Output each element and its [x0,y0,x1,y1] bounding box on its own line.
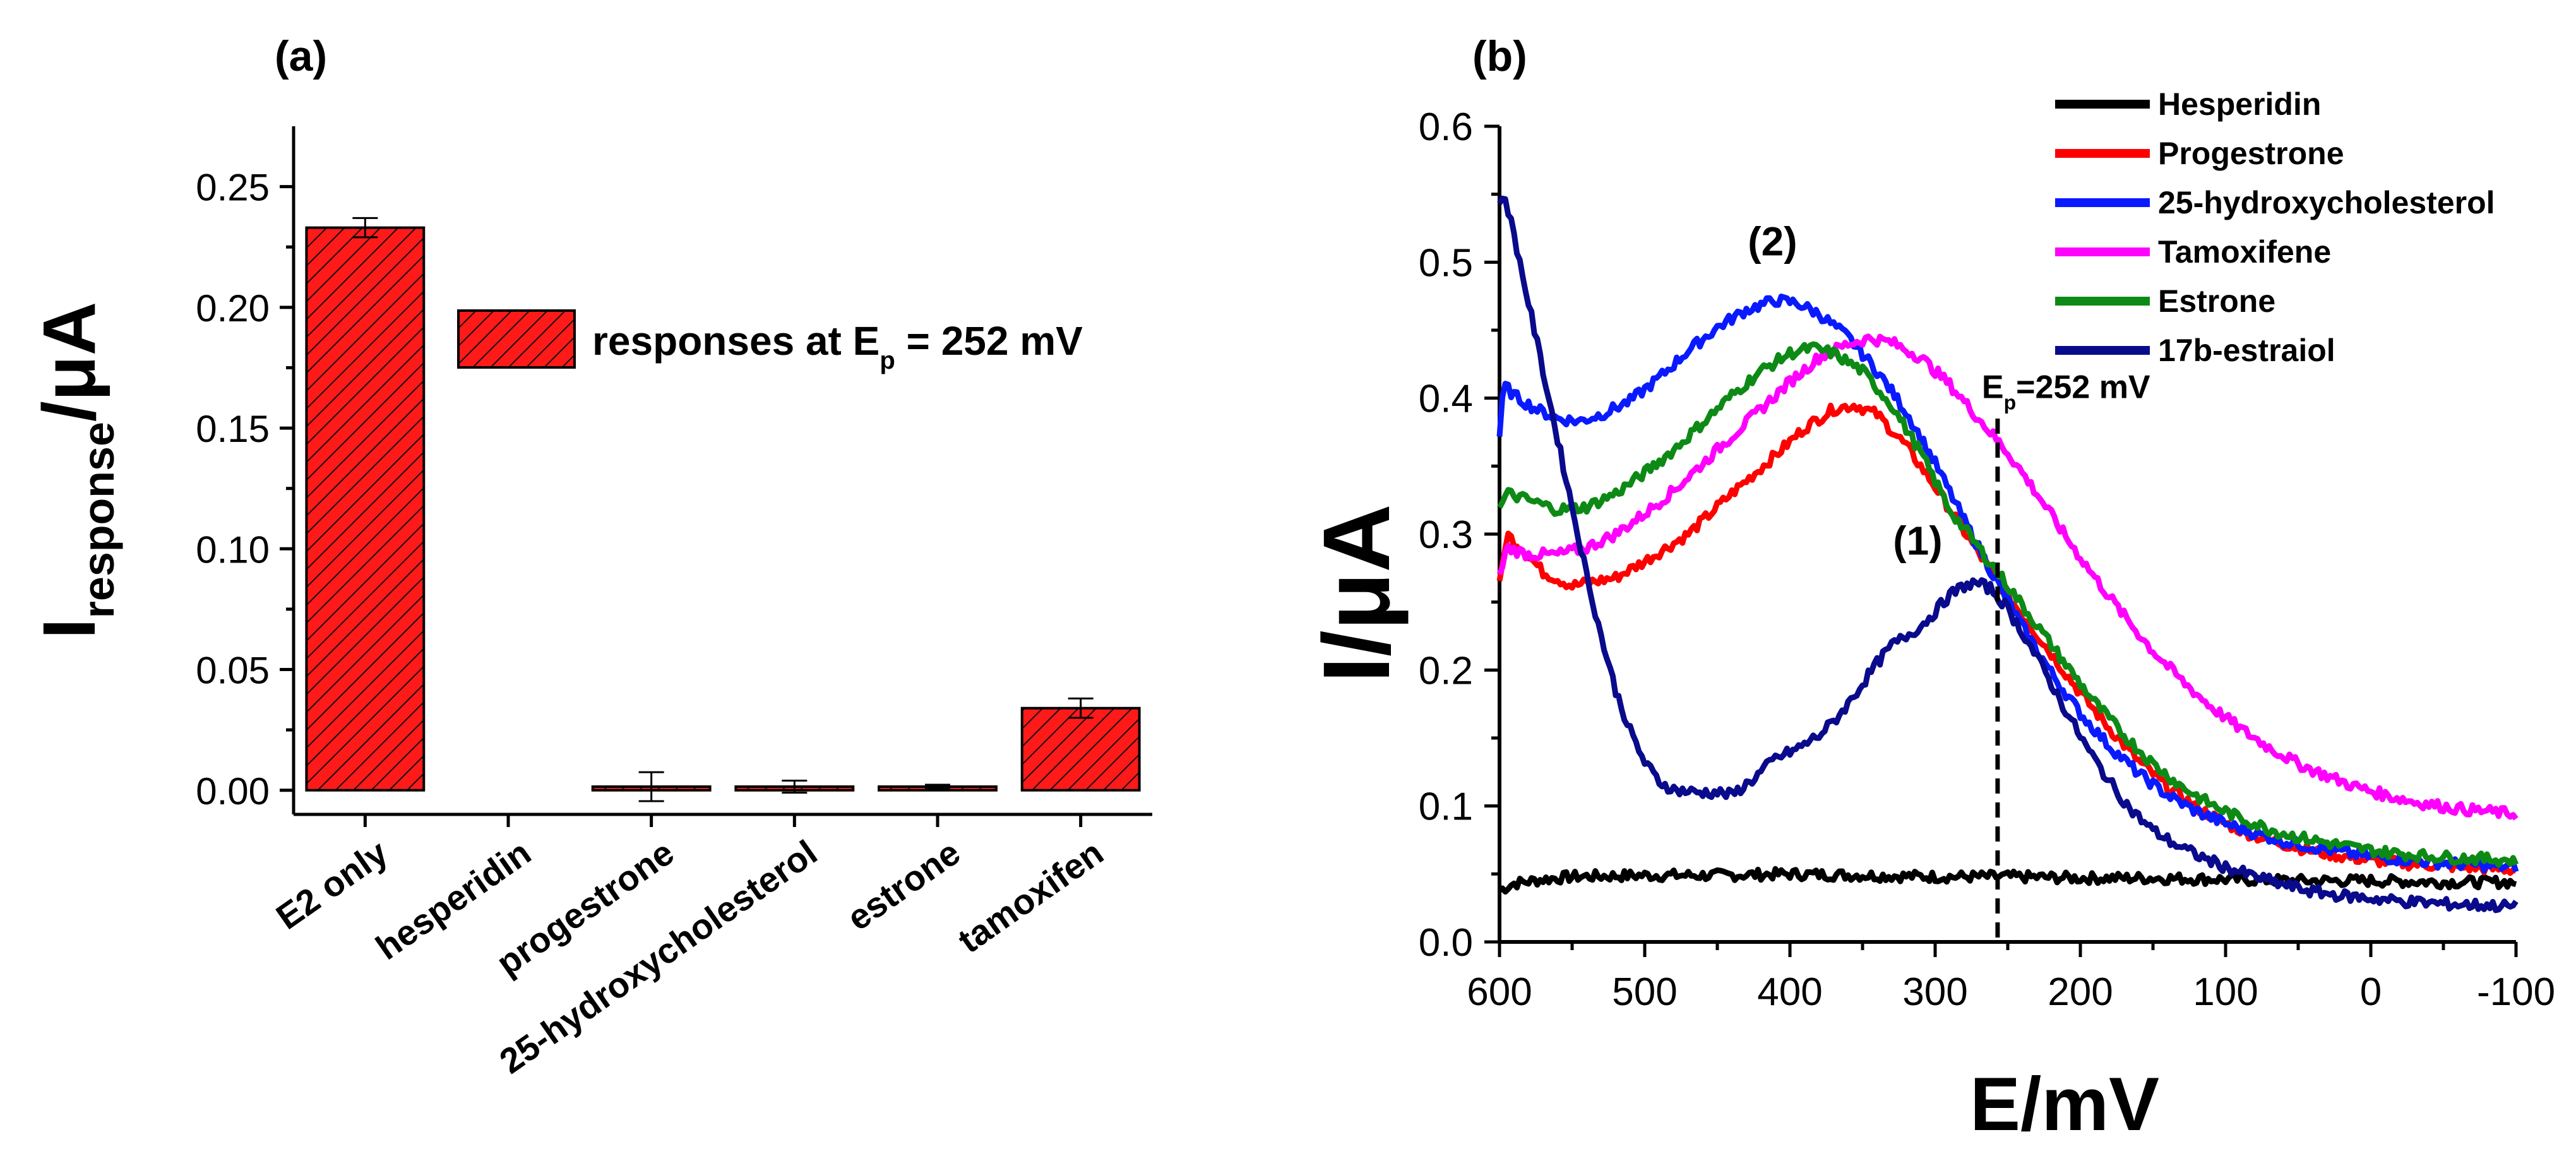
panel-b-x-tick-label: -100 [2477,970,2555,1014]
panel-b-legend-label: Tamoxifene [2158,234,2331,270]
panel-a-category-label: tamoxifen [951,832,1111,960]
panel-b-x-tick-label: 600 [1467,970,1532,1014]
panel-a-y-tick-label: 0.10 [196,528,270,571]
panel-a-axes [292,126,1152,816]
panel-b-annotations: Ep=252 mV (1) (2) [1748,219,2150,945]
panel-b-x-axis-label: E/mV [1970,1062,2159,1146]
panel-a-y-tick-label: 0.05 [196,650,270,692]
panel-a-legend-swatch [457,309,576,369]
panel-b-legend-label: Hesperidin [2158,86,2321,122]
panel-b-x-tick-label: 100 [2193,970,2258,1014]
panel-b-legend: Hesperidin Progestrone 25-hydroxycholester… [2055,86,2495,368]
panel-b-ep-label: Ep=252 mV [1982,369,2150,414]
panel-b-label: (b) [1472,32,1527,80]
panel-a-y-axis-title-unit: /μA [28,302,111,422]
panel-b-x-tick-label: 300 [1902,970,1967,1014]
panel-b-x-tick-label: 0 [2360,970,2382,1014]
panel-a-legend-text: responses at Ep = 252 mV [592,318,1083,374]
panel-a-bar [305,226,426,792]
panel-a-y-axis-label: Iresponse/μA [28,302,123,639]
panel-b-y-axis-label: I/μA [1303,504,1409,682]
panel-a-bars [305,217,1141,827]
panel-b-series-line [1496,333,2519,821]
panel-b-y-tick-label: 0.0 [1419,921,1473,965]
panel-a-y-tick-label: 0.00 [196,770,270,813]
panel-a-y-tick-label: 0.25 [196,167,270,209]
panel-a-category-label: estrone [840,832,967,938]
panel-b-legend-label: Estrone [2158,283,2275,319]
panel-b-series-lines [1496,195,2519,914]
panel-b-series-line [1497,195,2519,914]
panel-a-label: (a) [275,32,327,80]
panel-a-ticks: 0.00 0.05 0.10 0.15 0.20 0.25 [196,167,294,813]
panel-b-y-tick-label: 0.3 [1419,513,1473,557]
panel-b-axes: 0.0 0.1 0.2 0.3 0.4 0.5 0.6 600 500 400 300 200 100 0… [1419,105,2555,1014]
panel-b-legend-label: Progestrone [2158,136,2344,171]
panel-b-series-line [1496,294,2519,874]
panel-a-bar [1020,706,1141,792]
panel-a-category-label: E2 only [269,832,395,937]
panel-b-legend-label: 25-hydroxycholesterol [2158,185,2495,220]
panel-b-ep-label-sub: p [2004,391,2017,414]
panel-a-category-labels: E2 onlyhesperidinprogestrone25-hydroxych… [269,832,1111,1081]
panel-b-x-tick-label: 400 [1757,970,1822,1014]
panel-b-y-tick-label: 0.4 [1419,378,1473,421]
panel-a-y-axis-title: Iresponse/μA [28,302,123,639]
panel-b-series-line [1496,402,2517,876]
panel-a-y-tick-label: 0.15 [196,408,270,450]
panel-b-legend-label: 17b-estraiol [2158,333,2335,368]
panel-b-y-tick-label: 0.6 [1419,105,1473,149]
panel-b-peak-1-label: (1) [1893,518,1942,563]
panel-b-x-tick-label: 200 [2048,970,2113,1014]
panel-b-y-tick-label: 0.5 [1419,241,1473,285]
panel-b-ep-label-tail: =252 mV [2016,369,2150,406]
panel-b-y-tick-label: 0.1 [1419,785,1473,829]
panel-a-y-axis-title-main: I [28,618,111,639]
panel-b-x-tick-label: 500 [1612,970,1677,1014]
panel-b-line-chart: (b) I/μA E/mV 0.0 0.1 0.2 0.3 0.4 0.5 0.6 600 50… [1303,32,2555,1146]
panel-b-series-line [1497,341,2519,868]
panel-a-legend: responses at Ep = 252 mV [457,309,1083,374]
panel-b-peak-2-label: (2) [1748,219,1797,265]
panel-a-bar-chart: (a) Iresponse/μA 0.00 0.05 0.10 0.15 0.20 0.2… [28,32,1152,1081]
panel-a-y-tick-label: 0.20 [196,287,270,330]
panel-a-y-axis-title-sub: response [74,422,123,618]
panel-b-y-tick-label: 0.2 [1419,649,1473,693]
panel-b-ep-label-main: E [1982,369,2004,406]
panel-b-series-line [1498,866,2517,895]
